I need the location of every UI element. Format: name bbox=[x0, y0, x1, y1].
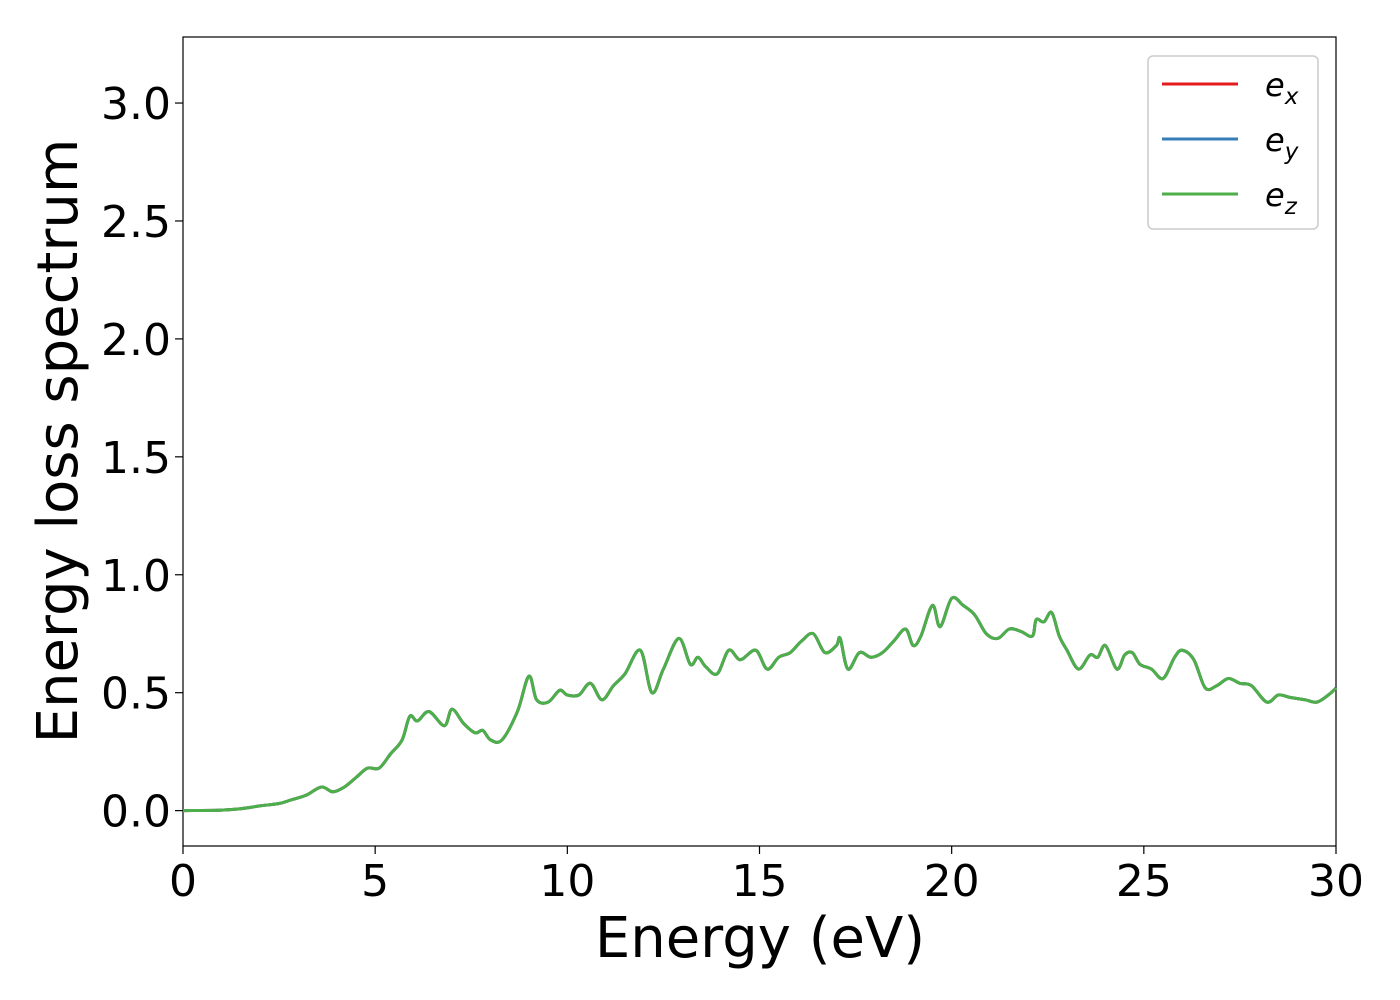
x-tick-label: 25 bbox=[1116, 856, 1172, 907]
y-tick-label: 2.0 bbox=[101, 315, 171, 366]
y-tick-label: 0.0 bbox=[101, 787, 171, 838]
y-axis-label: Energy loss spectrum bbox=[26, 139, 91, 744]
x-axis-label: Energy (eV) bbox=[595, 906, 925, 971]
x-tick-label: 5 bbox=[361, 856, 389, 907]
legend-label-subscript: z bbox=[1284, 194, 1298, 220]
legend-box bbox=[1147, 55, 1319, 230]
legend-label-base: e bbox=[1265, 176, 1285, 214]
y-tick-label: 1.0 bbox=[101, 551, 171, 602]
x-axis: 0 5 10 15 20 25 30 bbox=[169, 846, 1364, 907]
y-tick-label: 1.5 bbox=[101, 433, 171, 484]
x-tick-label: 15 bbox=[732, 856, 788, 907]
legend-label-subscript: y bbox=[1284, 139, 1299, 165]
y-tick-label: 3.0 bbox=[101, 79, 171, 130]
x-tick-label: 10 bbox=[539, 856, 595, 907]
y-tick-label: 2.5 bbox=[101, 197, 171, 248]
legend-label-base: e bbox=[1265, 66, 1285, 104]
series-line-ez bbox=[182, 595, 1338, 813]
y-tick-label: 0.5 bbox=[101, 669, 171, 720]
x-tick-label: 20 bbox=[924, 856, 980, 907]
legend-label-ex: ex bbox=[1265, 66, 1299, 110]
legend-label-ez: ez bbox=[1265, 176, 1298, 220]
legend-label-base: e bbox=[1265, 121, 1285, 159]
plot-area bbox=[182, 36, 1337, 847]
series-lines bbox=[182, 595, 1338, 813]
y-axis: 0.0 0.5 1.0 1.5 2.0 2.5 3.0 bbox=[101, 79, 183, 838]
legend-label-ey: ey bbox=[1265, 121, 1299, 165]
x-tick-label: 30 bbox=[1308, 856, 1364, 907]
x-tick-label: 0 bbox=[169, 856, 197, 907]
legend-label-subscript: x bbox=[1284, 84, 1299, 110]
